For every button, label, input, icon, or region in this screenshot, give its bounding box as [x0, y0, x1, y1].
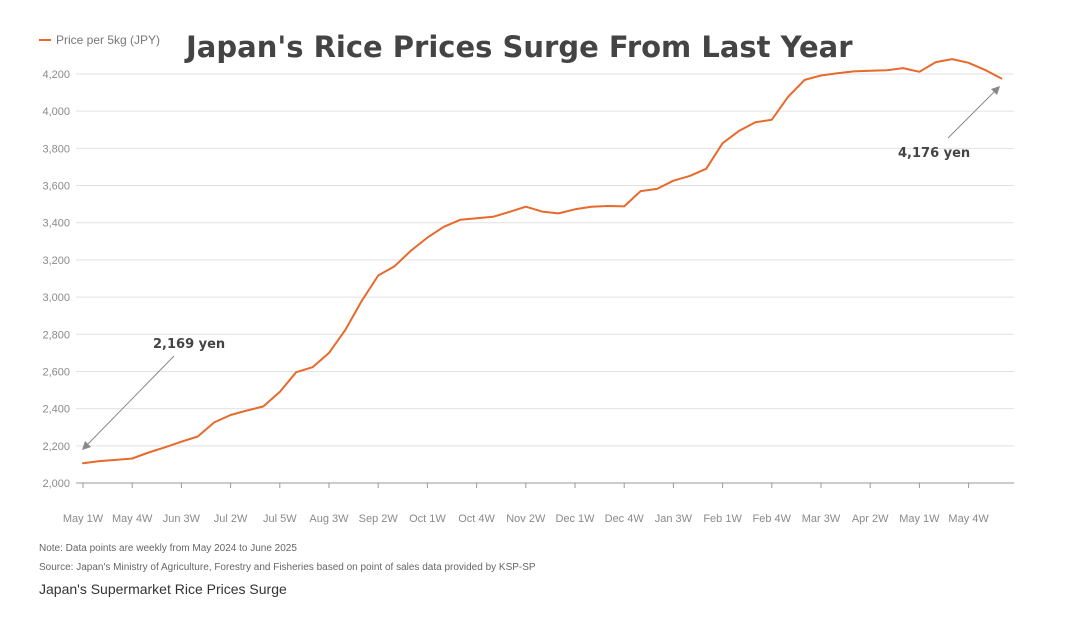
data-note: Note: Data points are weekly from May 20… — [39, 543, 297, 554]
legend-label: Price per 5kg (JPY) — [56, 33, 160, 47]
x-tick-label: Oct 1W — [409, 513, 446, 525]
x-tick-label: Jul 2W — [214, 513, 248, 525]
x-tick-label: May 4W — [112, 513, 153, 525]
y-axis-ticks: 2,000 2,200 2,400 2,600 2,800 3,000 3,200 3,400… — [42, 69, 70, 490]
annotation-start-label: 2,169 yen — [153, 337, 225, 352]
x-tick-label: Feb 1W — [703, 513, 742, 525]
annotation-start: 2,169 yen — [82, 337, 225, 450]
chart-title: Japan's Rice Prices Surge From Last Year — [184, 30, 853, 64]
annotation-start-arrowhead — [82, 441, 91, 450]
x-tick-label: May 4W — [948, 513, 989, 525]
y-tick-label: 2,400 — [42, 404, 70, 416]
annotation-end-arrowhead — [991, 86, 1000, 95]
x-tick-label: Feb 4W — [753, 513, 792, 525]
x-tick-label: Dec 4W — [605, 513, 645, 525]
x-tick-label: Sep 2W — [359, 513, 399, 525]
y-tick-label: 3,600 — [42, 181, 70, 193]
x-tick-label: Oct 4W — [458, 513, 495, 525]
x-tick-label: Nov 2W — [506, 513, 546, 525]
x-tick-label: Apr 2W — [852, 513, 889, 525]
annotation-end-label: 4,176 yen — [898, 146, 970, 161]
y-tick-label: 3,400 — [42, 218, 70, 230]
x-tick-label: Dec 1W — [555, 513, 595, 525]
price-line — [82, 58, 1003, 465]
y-tick-label: 2,800 — [42, 329, 70, 341]
y-tick-label: 3,800 — [42, 143, 70, 155]
grid-lines — [76, 73, 1014, 484]
x-tick-label: Jun 3W — [163, 513, 201, 525]
x-tick-label: May 1W — [899, 513, 940, 525]
x-tick-label: Aug 3W — [309, 513, 349, 525]
y-tick-label: 2,600 — [42, 366, 70, 378]
y-tick-label: 3,000 — [42, 292, 70, 304]
caption: Japan's Supermarket Rice Prices Surge — [39, 581, 287, 597]
y-tick-label: 4,200 — [42, 69, 70, 81]
x-tick-label: Jan 3W — [655, 513, 693, 525]
annotation-end-arrow — [947, 89, 997, 139]
x-tick-label: May 1W — [63, 513, 104, 525]
y-tick-label: 4,000 — [42, 106, 70, 118]
annotation-start-arrow — [85, 355, 175, 447]
legend: Price per 5kg (JPY) — [39, 33, 160, 47]
source-note: Source: Japan's Ministry of Agriculture,… — [39, 562, 536, 573]
x-tick-label: Jul 5W — [263, 513, 297, 525]
x-tick-label: Mar 3W — [802, 513, 841, 525]
annotation-end: 4,176 yen — [898, 86, 1000, 161]
x-axis-ticks: May 1W May 4W Jun 3W Jul 2W Jul 5W Aug 3W Sep … — [63, 483, 989, 525]
y-tick-label: 3,200 — [42, 255, 70, 267]
y-tick-label: 2,000 — [42, 478, 70, 490]
y-tick-label: 2,200 — [42, 441, 70, 453]
